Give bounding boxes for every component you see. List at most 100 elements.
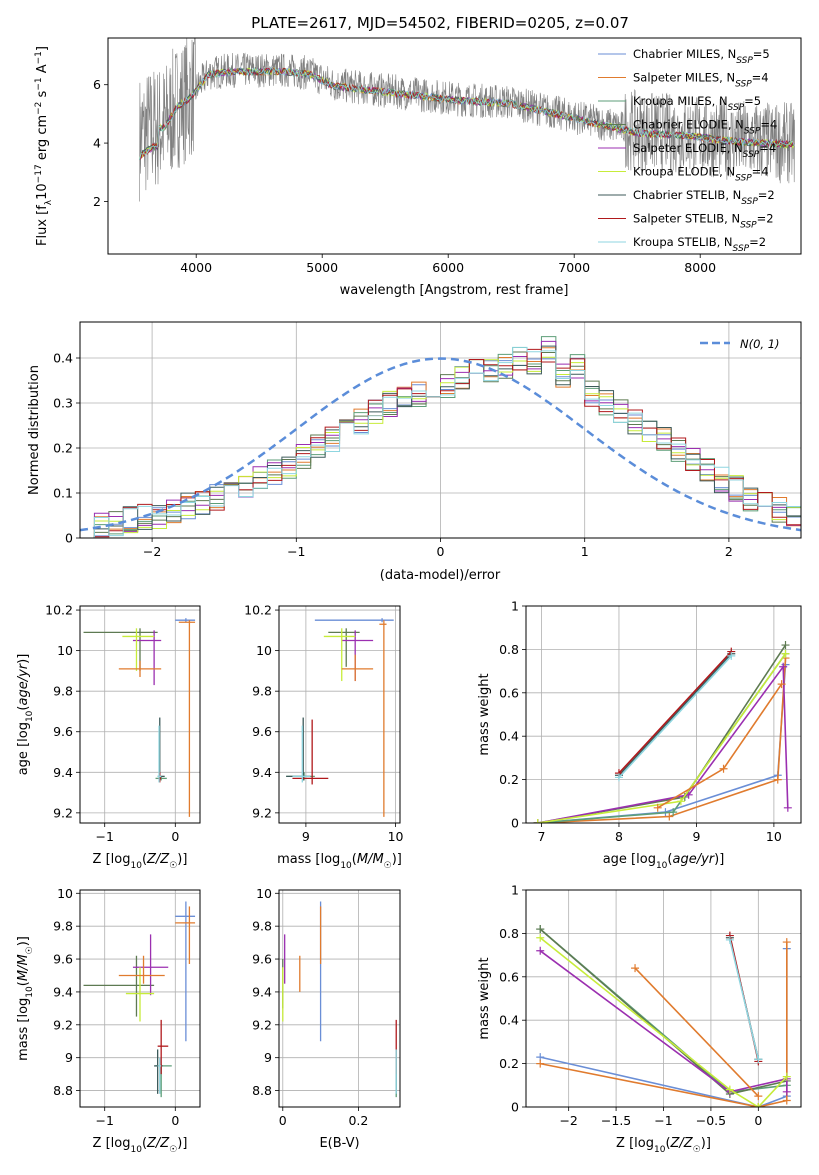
model-kroupa-stelib [139, 67, 795, 160]
point-marker [533, 819, 542, 823]
y-tick-label: 9 [65, 1050, 73, 1065]
chart-mass-age: 9 10 9.2 9.4 9.6 9.8 10 10.2 mass [log10(M/M☉)] [244, 603, 403, 871]
axes-frame [79, 605, 201, 824]
marks [282, 901, 397, 1098]
legend-entry: Salpeter MILES, NSSP=4 [633, 71, 769, 90]
x-tick-label: 0 [437, 544, 445, 559]
x-tick-label: 1 [581, 544, 589, 559]
legend: N(0, 1) [700, 337, 780, 351]
y-tick-label: 9.6 [53, 724, 73, 739]
point-salpeter-elodie [132, 630, 162, 686]
axes-frame [79, 889, 201, 1108]
series-line [540, 942, 788, 1107]
legend-entry: Chabrier ELODIE, NSSP=4 [633, 118, 777, 137]
y-tick-label: 0.8 [499, 642, 519, 657]
x-tick-label: −1 [95, 829, 113, 844]
plot-background [526, 606, 801, 823]
point-marker [653, 803, 662, 812]
point-marker [781, 649, 790, 658]
y-tick-label: 10 [256, 643, 272, 658]
x-tick-label: 8 [615, 829, 623, 844]
point-chabrier-elodie [328, 628, 360, 667]
x-tick-label: −2 [143, 544, 161, 559]
x-axis-label: Z [log10(Z/Z☉)] [93, 1136, 188, 1155]
x-axis-label: Z [log10(Z/Z☉)] [616, 1136, 711, 1155]
axes-frame [107, 37, 802, 255]
y-tick-label: 0.2 [499, 1056, 519, 1071]
x-tick-label: 10 [388, 829, 404, 844]
point-salpeter-miles [178, 620, 196, 817]
y-tick-label: 9.4 [252, 984, 272, 999]
y-tick-label: 0 [65, 531, 73, 546]
x-tick-label: −1 [287, 544, 305, 559]
x-tick-label: 10 [766, 829, 782, 844]
x-tick-label: 6000 [432, 260, 464, 275]
point-chabrier-elodie [83, 955, 155, 1017]
x-axis-label: mass [log10(M/M☉)] [277, 852, 402, 871]
marks [139, 38, 795, 202]
x-axis-label: Z [log10(Z/Z☉)] [93, 852, 188, 871]
plot-background [279, 606, 400, 823]
y-tick-label: 0.8 [499, 926, 519, 941]
point-kroupa-stelib [157, 725, 162, 783]
y-tick-label: 4 [93, 136, 101, 151]
axes-frame [278, 889, 401, 1108]
point-marker [631, 964, 640, 973]
y-tick-label: 9.2 [53, 805, 73, 820]
chart-ebv-mass: 0 0.2 8.8 9 9.2 9.4 9.6 9.8 10 E(B-V) [252, 886, 401, 1151]
series-line [618, 653, 732, 776]
chart-Z-age: −1 0 9.2 9.4 9.6 9.8 10 10.2 Z [log10(Z/Z☉)] age … [16, 603, 201, 871]
point-marker [782, 938, 791, 947]
normal-curve [80, 357, 801, 532]
x-tick-label: 4000 [180, 260, 212, 275]
x-tick-label: −1 [654, 1113, 672, 1128]
point-marker [754, 1092, 763, 1101]
series-line [618, 655, 732, 778]
x-tick-label: −1 [95, 1113, 113, 1128]
y-tick-label: 10 [57, 643, 73, 658]
series-salpeter-miles [631, 964, 763, 1101]
marks [286, 618, 394, 817]
x-tick-label: −1.5 [601, 1113, 631, 1128]
chart-residuals: −2 −1 0 1 2 0 0.1 0.2 0.3 0.4 N(0, 1) (data-model)/… [27, 321, 802, 583]
y-axis-label: Flux [fλ10−17 erg cm−2 s−1 A−1] [34, 46, 54, 246]
x-axis-label: (data-model)/error [380, 568, 501, 583]
y-tick-label: 0 [511, 816, 519, 831]
y-tick-label: 9.2 [252, 805, 272, 820]
x-tick-label: 0 [754, 1113, 762, 1128]
point-marker [777, 680, 786, 689]
series-salpeter-miles [653, 680, 786, 812]
legend-entry: Salpeter ELODIE, NSSP=4 [633, 141, 776, 160]
point-marker [536, 925, 545, 934]
x-tick-label: 8000 [684, 260, 716, 275]
series-line [729, 939, 760, 1060]
y-tick-label: 0.4 [53, 351, 73, 366]
series-kroupa-elodie [536, 933, 791, 1107]
point-marker [719, 764, 728, 773]
y-axis-label: Normed distribution [27, 365, 42, 495]
plot-area [279, 890, 400, 1107]
point-marker [725, 1085, 734, 1094]
marks [80, 336, 801, 538]
y-tick-label: 9.6 [53, 952, 73, 967]
x-tick-label: 7000 [558, 260, 590, 275]
y-tick-label: 0.6 [499, 969, 519, 984]
point-marker [754, 1103, 763, 1107]
marks [83, 901, 196, 1098]
series-kroupa-stelib [725, 935, 763, 1064]
y-tick-label: 9.8 [252, 684, 272, 699]
y-axis-label: mass [log10(M/M☉)] [16, 936, 35, 1061]
y-axis-label: mass weight [477, 957, 492, 1039]
y-tick-label: 10.2 [244, 603, 272, 618]
x-tick-label: 0 [279, 1113, 287, 1128]
axes-frame [525, 889, 802, 1108]
legend: Chabrier MILES, NSSP=5 Salpeter MILES, NS… [598, 47, 777, 254]
point-kroupa-elodie [122, 628, 155, 671]
point-salpeter-stelib [292, 719, 329, 785]
point-salpeter-miles [118, 955, 165, 984]
y-tick-label: 0.3 [53, 396, 73, 411]
point-marker [536, 933, 545, 942]
y-tick-label: 1 [511, 599, 519, 614]
